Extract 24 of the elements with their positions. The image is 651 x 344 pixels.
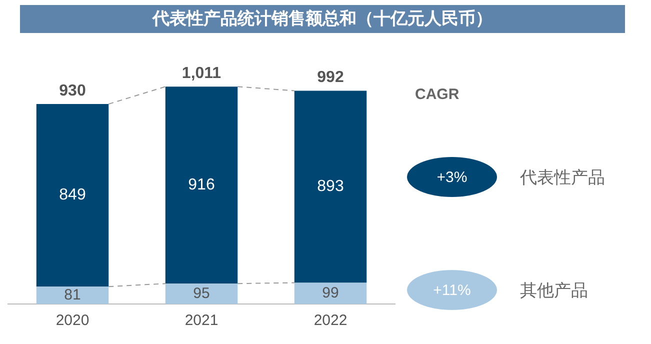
bar xyxy=(294,282,367,304)
bar xyxy=(165,284,238,304)
x-tick-label: 2020 xyxy=(56,312,90,330)
legend-title: CAGR xyxy=(415,86,460,103)
text: 其他产品 xyxy=(520,280,588,302)
chart-title: 代表性产品统计销售额总和（十亿元人民币） xyxy=(20,5,625,33)
text: +3% xyxy=(407,157,497,197)
x-tick-label: 2021 xyxy=(184,312,218,330)
x-tick-label: 2022 xyxy=(314,312,348,330)
total-label: 930 xyxy=(59,82,86,100)
text: +11% xyxy=(407,270,497,310)
data-label: 95 xyxy=(193,284,210,302)
text: 代表性产品 xyxy=(520,166,605,188)
total-label: 992 xyxy=(317,69,344,86)
bar xyxy=(36,104,109,287)
total-label: 1,011 xyxy=(182,65,222,82)
bar xyxy=(36,286,109,304)
data-label: 99 xyxy=(322,284,339,302)
data-label: 849 xyxy=(59,186,86,204)
data-label: 893 xyxy=(317,178,344,196)
data-label: 81 xyxy=(64,286,81,304)
bar xyxy=(165,86,238,284)
bar xyxy=(294,90,367,283)
data-label: 916 xyxy=(188,176,215,194)
